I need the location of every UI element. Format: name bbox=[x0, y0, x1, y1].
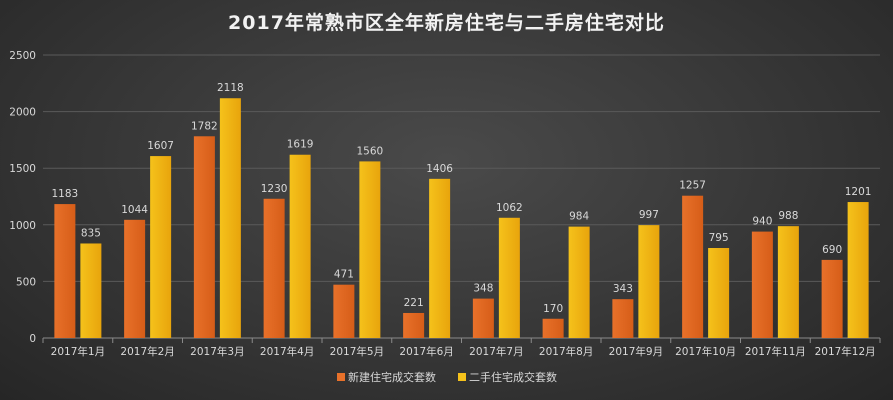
data-label: 348 bbox=[473, 283, 493, 295]
data-label: 984 bbox=[569, 211, 589, 223]
bar-new-housing bbox=[193, 136, 215, 338]
x-tick-label: 2017年4月 bbox=[260, 345, 314, 358]
bar-resale-housing bbox=[429, 178, 451, 338]
legend-label: 新建住宅成交套数 bbox=[348, 370, 436, 384]
x-tick-label: 2017年6月 bbox=[399, 345, 453, 358]
x-tick-label: 2017年5月 bbox=[330, 345, 384, 358]
bar-new-housing bbox=[821, 259, 843, 338]
bar-new-housing bbox=[612, 299, 634, 338]
y-tick-label: 2000 bbox=[9, 107, 36, 119]
bar-resale-housing bbox=[638, 225, 660, 338]
data-label: 1257 bbox=[679, 180, 706, 192]
bar-new-housing bbox=[403, 312, 425, 338]
bar-resale-housing bbox=[847, 202, 869, 338]
x-tick-label: 2017年1月 bbox=[51, 345, 105, 358]
data-label: 1230 bbox=[261, 183, 288, 195]
bar-resale-housing bbox=[568, 226, 590, 338]
x-tick-label: 2017年8月 bbox=[539, 345, 593, 358]
data-label: 1560 bbox=[357, 145, 384, 157]
bar-new-housing bbox=[124, 219, 146, 338]
data-label: 1062 bbox=[496, 202, 523, 214]
x-tick-label: 2017年12月 bbox=[815, 345, 876, 358]
x-tick-label: 2017年2月 bbox=[120, 345, 174, 358]
legend-swatch bbox=[458, 373, 466, 381]
bar-resale-housing bbox=[289, 154, 311, 338]
bar-new-housing bbox=[751, 231, 773, 338]
data-label: 1782 bbox=[191, 120, 218, 132]
x-tick-label: 2017年7月 bbox=[469, 345, 523, 358]
bar-new-housing bbox=[333, 284, 355, 338]
bar-new-housing bbox=[542, 318, 564, 338]
bar-resale-housing bbox=[219, 98, 241, 338]
bar-new-housing bbox=[472, 298, 494, 338]
y-tick-label: 0 bbox=[29, 333, 36, 345]
bar-resale-housing bbox=[498, 217, 520, 338]
x-tick-label: 2017年11月 bbox=[745, 345, 806, 358]
y-tick-label: 2500 bbox=[9, 50, 36, 62]
data-label: 988 bbox=[778, 210, 798, 222]
y-tick-label: 1500 bbox=[9, 163, 36, 175]
data-label: 690 bbox=[822, 244, 842, 256]
data-label: 1201 bbox=[845, 186, 872, 198]
data-label: 170 bbox=[543, 303, 563, 315]
x-tick-label: 2017年9月 bbox=[609, 345, 663, 358]
data-label: 1183 bbox=[52, 188, 79, 200]
data-label: 940 bbox=[752, 216, 772, 228]
data-label: 1044 bbox=[121, 204, 148, 216]
y-tick-label: 1000 bbox=[9, 220, 36, 232]
legend-label: 二手住宅成交套数 bbox=[469, 370, 557, 384]
data-label: 795 bbox=[709, 232, 729, 244]
data-label: 343 bbox=[613, 283, 633, 295]
bar-resale-housing bbox=[359, 161, 381, 338]
x-tick-label: 2017年10月 bbox=[675, 345, 736, 358]
data-label: 1607 bbox=[147, 140, 174, 152]
y-tick-label: 500 bbox=[16, 276, 36, 288]
bar-resale-housing bbox=[708, 248, 730, 338]
bar-resale-housing bbox=[80, 243, 102, 338]
data-label: 1619 bbox=[287, 139, 314, 151]
data-label: 221 bbox=[404, 297, 424, 309]
bar-resale-housing bbox=[150, 156, 172, 338]
data-label: 2118 bbox=[217, 82, 244, 94]
legend-swatch bbox=[337, 373, 345, 381]
bar-new-housing bbox=[54, 204, 76, 338]
data-label: 997 bbox=[639, 209, 659, 221]
data-label: 835 bbox=[81, 227, 101, 239]
bar-resale-housing bbox=[777, 226, 799, 338]
bar-new-housing bbox=[682, 195, 704, 338]
data-label: 1406 bbox=[426, 163, 453, 175]
bar-new-housing bbox=[263, 198, 285, 338]
data-label: 471 bbox=[334, 269, 354, 281]
x-tick-label: 2017年3月 bbox=[190, 345, 244, 358]
chart-title: 2017年常熟市区全年新房住宅与二手房住宅对比 bbox=[228, 12, 665, 34]
